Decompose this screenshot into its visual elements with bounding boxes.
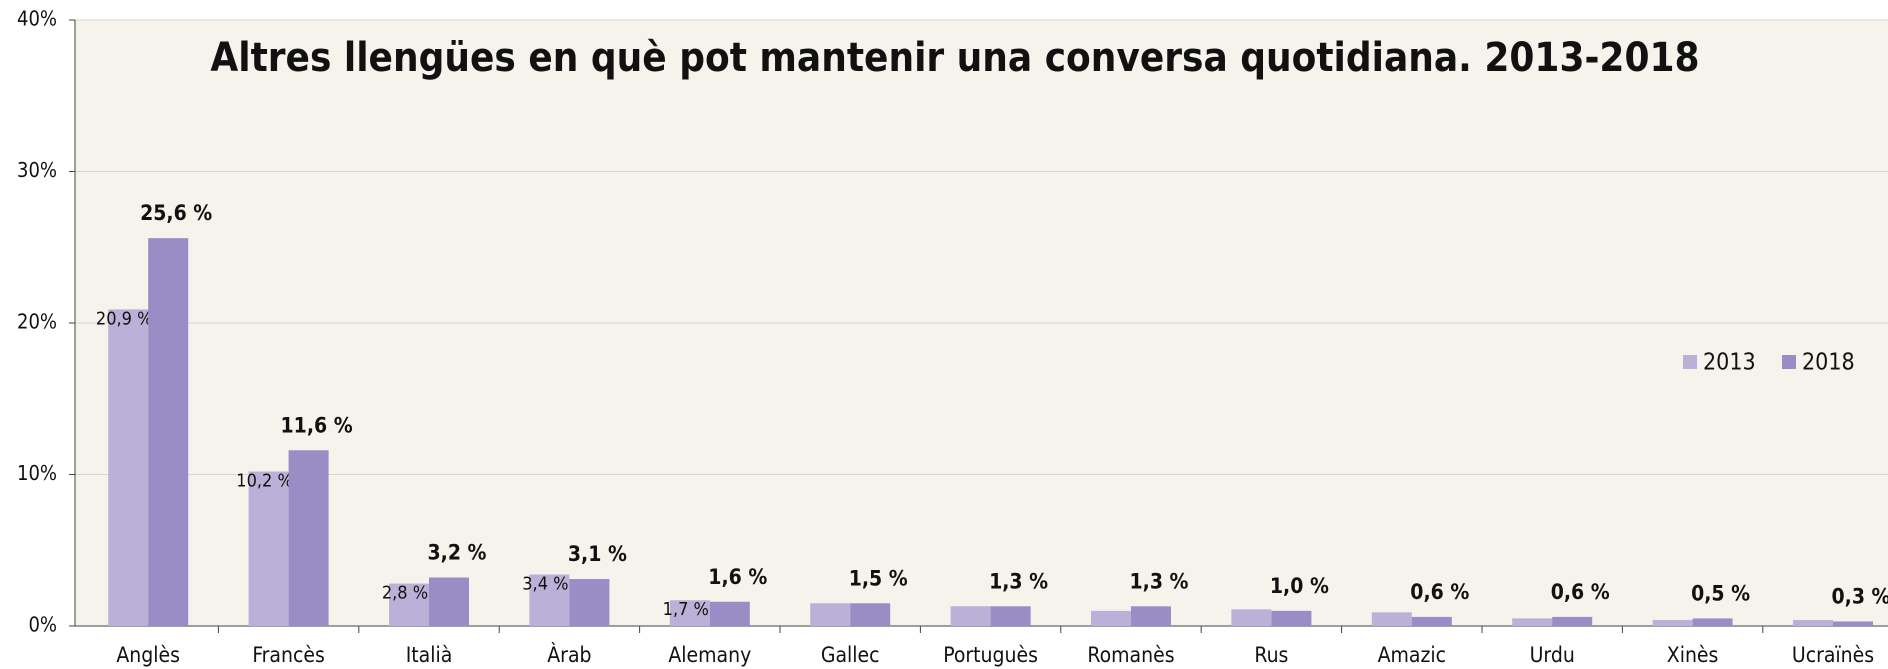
value-label: 20,9 % xyxy=(96,308,153,329)
x-tick-label: Gallec xyxy=(821,643,880,667)
y-tick-label: 30% xyxy=(17,158,57,182)
bar xyxy=(709,601,750,626)
x-tick-label: Urdu xyxy=(1530,643,1575,667)
bar xyxy=(148,238,189,626)
value-label: 1,5 % xyxy=(849,566,908,590)
bar xyxy=(1371,612,1412,626)
bar xyxy=(1652,619,1693,626)
y-tick-label: 40% xyxy=(17,7,57,31)
value-label: 0,6 % xyxy=(1410,580,1469,604)
legend-swatch xyxy=(1782,355,1796,369)
bar xyxy=(1231,609,1272,626)
bar xyxy=(850,603,891,626)
bar xyxy=(108,309,149,626)
value-label: 10,2 % xyxy=(236,470,293,491)
bar xyxy=(529,574,570,626)
x-tick-label: Àrab xyxy=(547,642,591,667)
bar xyxy=(1833,621,1873,626)
value-label: 1,0 % xyxy=(1270,574,1329,598)
x-tick-label: Amazic xyxy=(1378,643,1446,667)
bar xyxy=(1131,606,1171,626)
x-tick-label: Ucraïnès xyxy=(1792,643,1874,667)
value-label: 1,6 % xyxy=(708,565,767,589)
x-tick-label: Rus xyxy=(1254,643,1288,667)
x-tick-label: Xinès xyxy=(1667,643,1719,667)
value-label: 25,6 % xyxy=(140,201,212,225)
legend-swatch xyxy=(1683,355,1697,369)
bar xyxy=(1271,610,1312,626)
bar xyxy=(1512,618,1553,626)
value-label: 2,8 % xyxy=(382,583,428,604)
bar xyxy=(429,577,469,626)
value-label: 11,6 % xyxy=(281,413,353,437)
y-tick-label: 20% xyxy=(17,310,57,334)
bar xyxy=(1091,610,1131,626)
bar xyxy=(810,603,851,626)
x-tick-label: Anglès xyxy=(116,643,180,667)
legend-label: 2018 xyxy=(1802,350,1855,376)
bar xyxy=(1411,616,1452,626)
y-tick-label: 0% xyxy=(28,613,57,637)
bar xyxy=(288,450,329,626)
value-label: 0,5 % xyxy=(1691,581,1750,605)
chart-title: Altres llengües en què pot mantenir una … xyxy=(210,35,1699,81)
value-label: 3,1 % xyxy=(568,542,627,566)
x-tick-label: Italià xyxy=(406,643,453,667)
bar xyxy=(1692,618,1733,626)
bar xyxy=(389,583,429,626)
y-tick-label: 10% xyxy=(17,461,57,485)
bar xyxy=(1793,619,1833,626)
bar xyxy=(669,600,710,626)
x-tick-label: Romanès xyxy=(1087,643,1174,667)
bar xyxy=(990,606,1031,626)
x-tick-label: Francès xyxy=(252,643,325,667)
value-label: 0,3 % xyxy=(1832,584,1888,608)
value-label: 1,7 % xyxy=(663,599,709,620)
bar xyxy=(569,579,610,626)
value-label: 3,4 % xyxy=(522,573,568,594)
value-label: 1,3 % xyxy=(1130,569,1189,593)
legend-label: 2013 xyxy=(1703,350,1756,376)
value-label: 0,6 % xyxy=(1551,580,1610,604)
value-label: 3,2 % xyxy=(428,541,487,565)
x-tick-label: Alemany xyxy=(668,643,751,667)
bar xyxy=(1552,616,1593,626)
x-tick-label: Portuguès xyxy=(943,643,1038,667)
bar xyxy=(248,471,289,626)
value-label: 1,3 % xyxy=(989,569,1048,593)
bar xyxy=(950,606,991,626)
